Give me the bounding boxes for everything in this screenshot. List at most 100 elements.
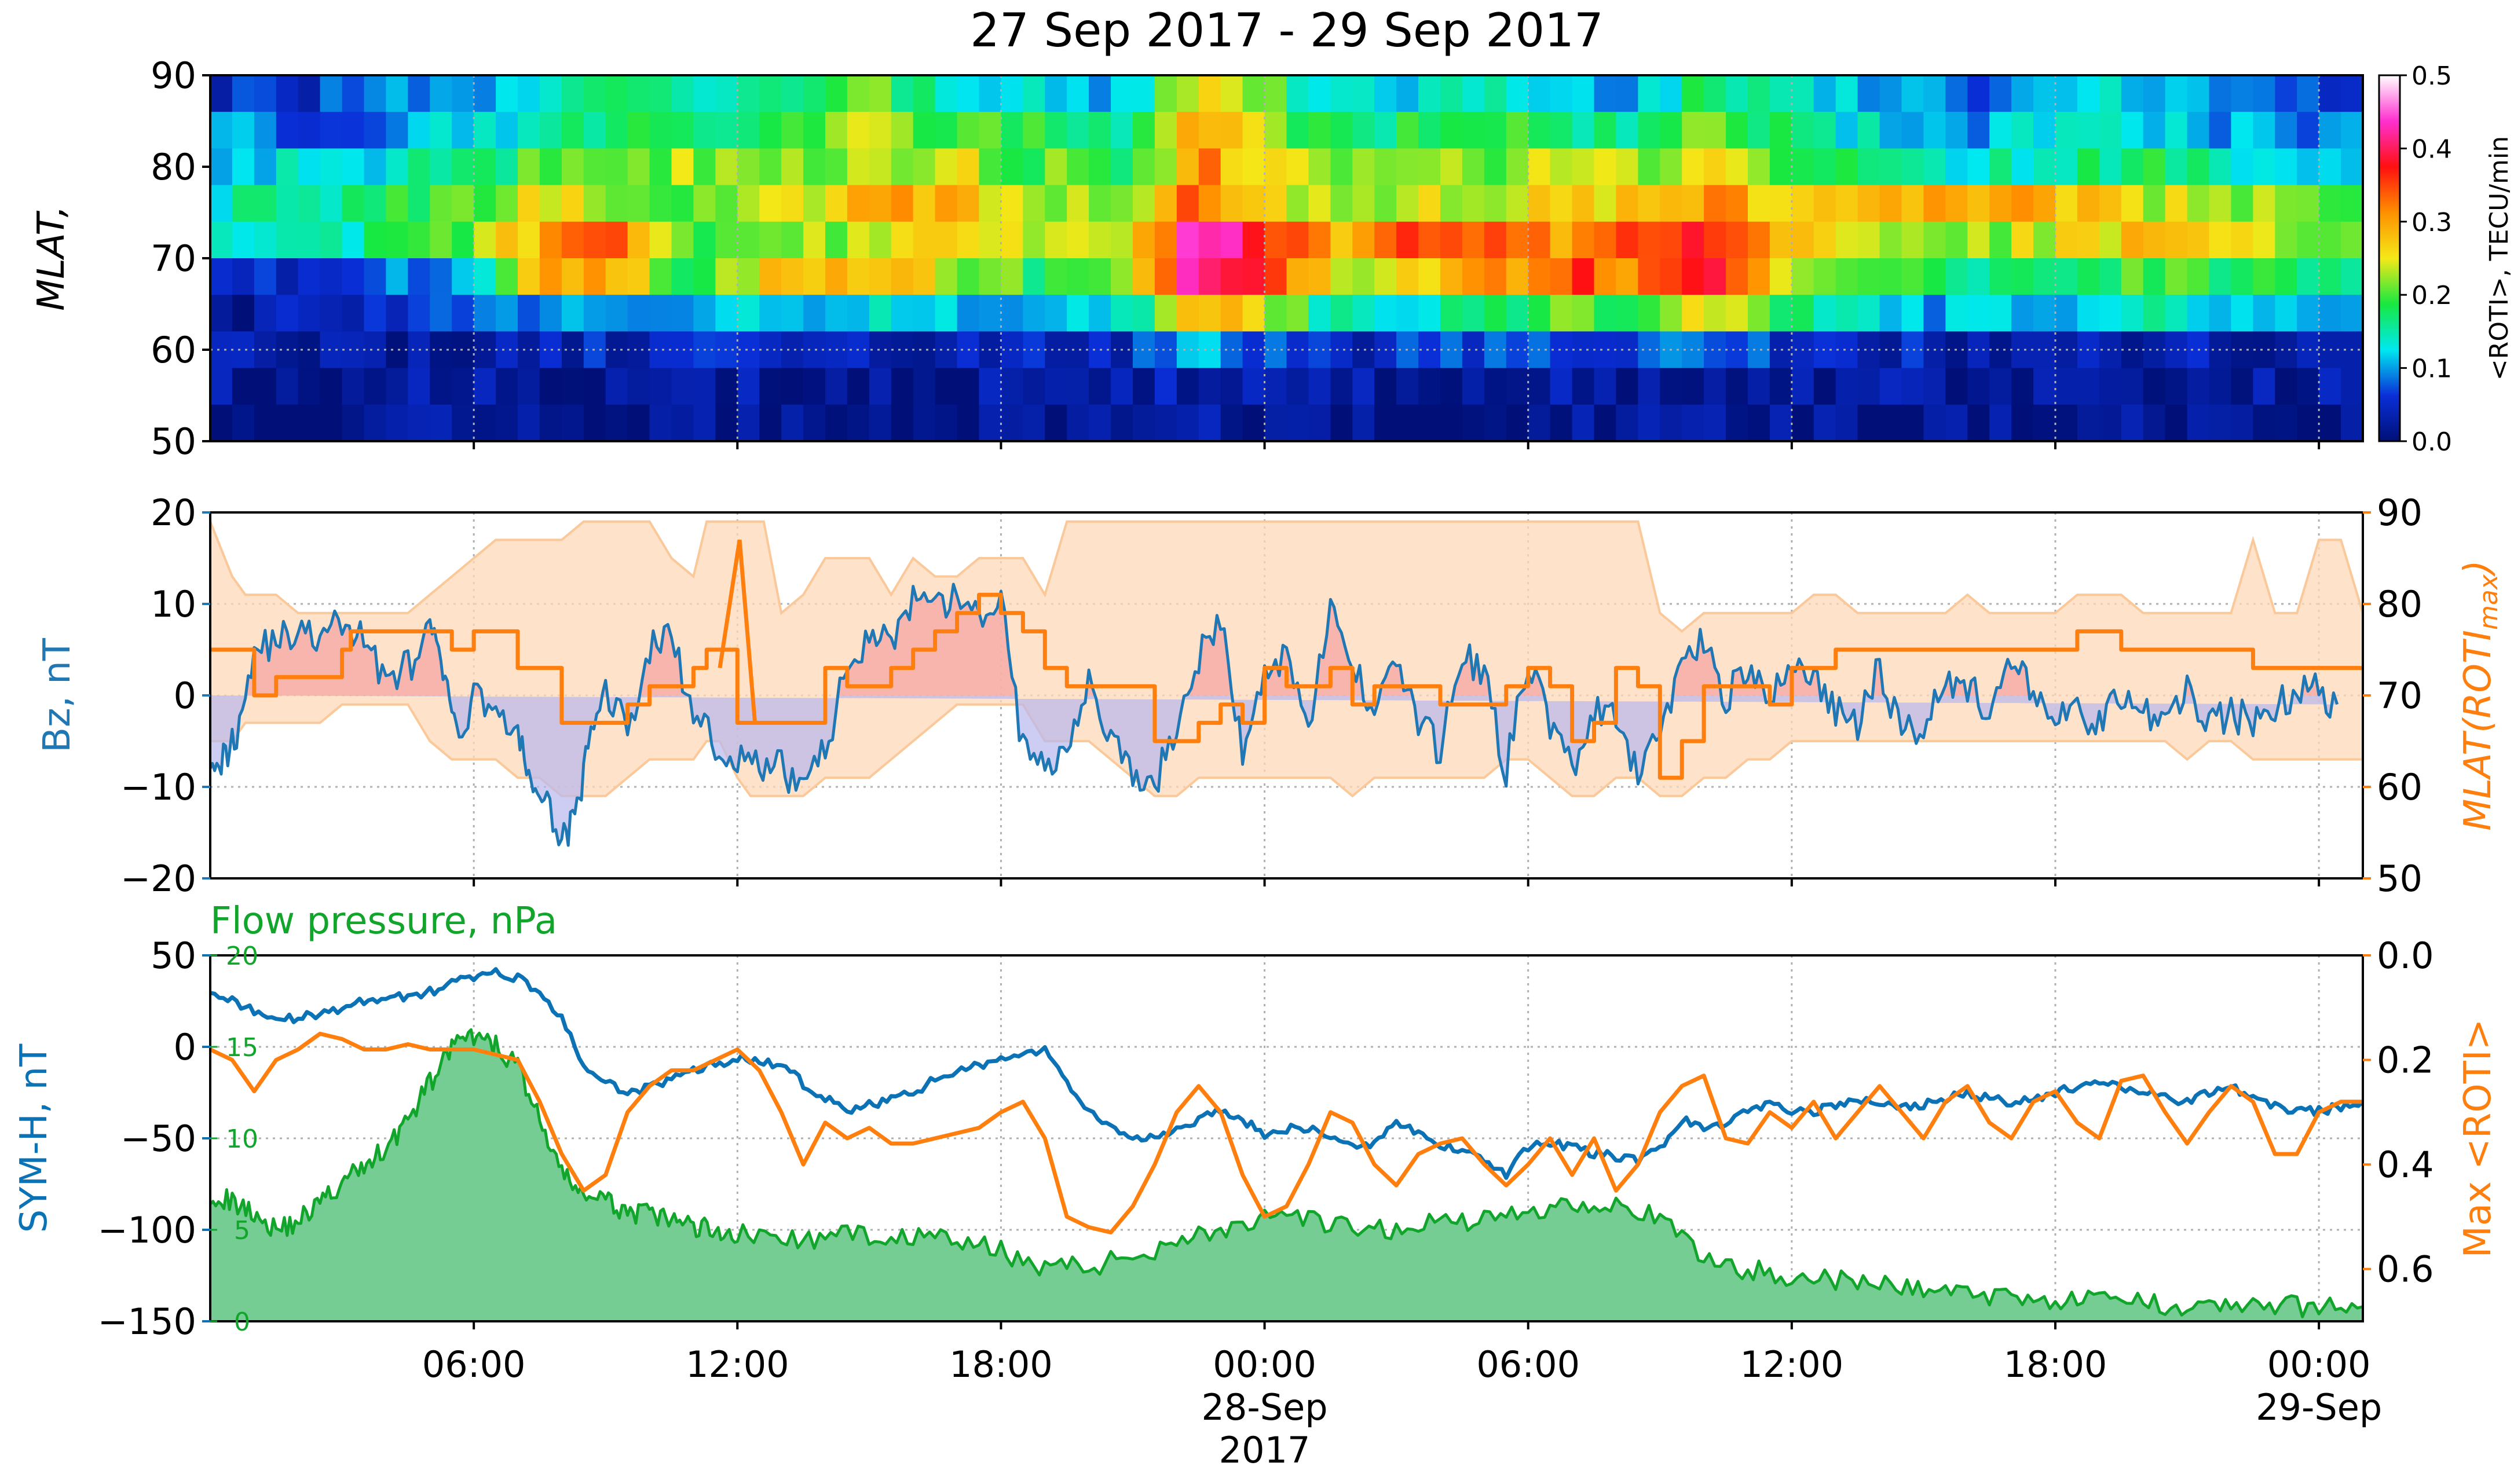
heatmap-cell: [1264, 368, 1287, 405]
symh-y-tick: 50: [151, 935, 196, 977]
heatmap-cell: [1089, 368, 1111, 405]
heatmap-cell: [1901, 295, 1924, 332]
heatmap-cell: [1945, 295, 1968, 332]
heatmap-cell: [1616, 148, 1639, 186]
heatmap-cell: [1462, 112, 1485, 149]
heatmap-cell: [1901, 185, 1924, 222]
heatmap-cell: [2275, 112, 2297, 149]
heatmap-cell: [1111, 295, 1133, 332]
heatmap-cell: [1550, 185, 1573, 222]
heatmap-cell: [342, 112, 365, 149]
heatmap-cell: [913, 258, 936, 295]
heatmap-cell: [1967, 404, 1990, 441]
heatmap-cell: [1835, 221, 1858, 259]
heatmap-cell: [1528, 368, 1551, 405]
heatmap-cell: [452, 258, 474, 295]
heatmap-cell: [1769, 404, 1792, 441]
heatmap-cell: [1484, 221, 1507, 259]
heatmap-cell: [539, 148, 562, 186]
heatmap-cell: [2121, 75, 2144, 112]
heatmap-cell: [1330, 295, 1353, 332]
heatmap-cell: [1089, 112, 1111, 149]
heatmap-cell: [1616, 75, 1639, 112]
heatmap-cell: [1418, 221, 1441, 259]
x-tick-label: 06:00: [422, 1343, 526, 1386]
heatmap-cell: [957, 185, 980, 222]
heatmap-cell: [1133, 112, 1155, 149]
heatmap-cell: [1176, 368, 1199, 405]
heatmap-cell: [1418, 295, 1441, 332]
heatmap-cell: [649, 221, 672, 259]
heatmap-cell: [2077, 258, 2100, 295]
heatmap-cell: [430, 112, 452, 149]
heatmap-cell: [1879, 331, 1902, 369]
heatmap-cell: [1704, 75, 1726, 112]
heatmap-cell: [935, 331, 958, 369]
heatmap-cell: [1923, 148, 1946, 186]
heatmap-cell: [2253, 368, 2276, 405]
heatmap-cell: [671, 112, 694, 149]
heatmap-cell: [210, 404, 233, 441]
heatmap-cell: [1133, 258, 1155, 295]
heatmap-cell: [1462, 295, 1485, 332]
heatmap-cell: [1769, 295, 1792, 332]
heatmap-cell: [2231, 75, 2254, 112]
heatmap-cell: [1001, 258, 1024, 295]
heatmap-cell: [1133, 295, 1155, 332]
heatmap-cell: [2341, 185, 2363, 222]
heatmap-cell: [2231, 295, 2254, 332]
heatmap-cell: [1704, 295, 1726, 332]
x-tick-label: 2017: [1219, 1429, 1311, 1471]
heatmap-cell: [1440, 185, 1463, 222]
heatmap-cell: [364, 75, 387, 112]
heatmap-cell: [2165, 221, 2188, 259]
heatmap-cell: [913, 75, 936, 112]
heatmap-cell: [2231, 221, 2254, 259]
mlat-y-tick: 70: [2377, 675, 2422, 717]
heatmap-cell: [342, 75, 365, 112]
heatmap-cell: [408, 295, 431, 332]
heatmap-cell: [1901, 404, 1924, 441]
heatmap-cell: [2011, 258, 2034, 295]
heatmap-cell: [1308, 258, 1331, 295]
heatmap-cell: [2011, 331, 2034, 369]
heatmap-cell: [1616, 331, 1639, 369]
heatmap-cell: [232, 368, 255, 405]
roti-heatmap: [210, 75, 2363, 441]
heatmap-cell: [1857, 185, 1880, 222]
heatmap-cell: [1879, 368, 1902, 405]
heatmap-cell: [605, 148, 628, 186]
heatmap-cell: [1594, 368, 1617, 405]
heatmap-cell: [2121, 185, 2144, 222]
heatmap-cell: [386, 258, 409, 295]
heatmap-cell: [781, 148, 804, 186]
heatmap-cell: [1440, 75, 1463, 112]
heatmap-cell: [957, 148, 980, 186]
heatmap-cell: [2253, 75, 2276, 112]
heatmap-cell: [605, 185, 628, 222]
heatmap-cell: [1791, 221, 1814, 259]
heatmap-cell: [1374, 221, 1397, 259]
heatmap-cell: [1594, 221, 1617, 259]
x-tick-label: 18:00: [2004, 1343, 2107, 1386]
heatmap-cell: [2011, 148, 2034, 186]
heatmap-cell: [913, 221, 936, 259]
heatmap-cell: [1374, 185, 1397, 222]
heatmap-cell: [2187, 221, 2210, 259]
heatmap-cell: [2033, 258, 2056, 295]
bz-mlat-plot: [210, 520, 2363, 847]
heatmap-cell: [1154, 404, 1177, 441]
heatmap-cell: [781, 75, 804, 112]
heatmap-cell: [1835, 404, 1858, 441]
heatmap-cell: [1726, 295, 1748, 332]
heatmap-cell: [320, 258, 343, 295]
colorbar-tick: 0.5: [2411, 61, 2452, 91]
symh-y-tick: 0: [174, 1026, 196, 1068]
heatmap-cell: [1791, 368, 1814, 405]
heatmap-cell: [210, 75, 233, 112]
heatmap-cell: [1989, 368, 2012, 405]
heatmap-cell: [1528, 112, 1551, 149]
heatmap-cell: [979, 221, 1002, 259]
heatmap-cell: [474, 368, 496, 405]
heatmap-cell: [1001, 368, 1024, 405]
